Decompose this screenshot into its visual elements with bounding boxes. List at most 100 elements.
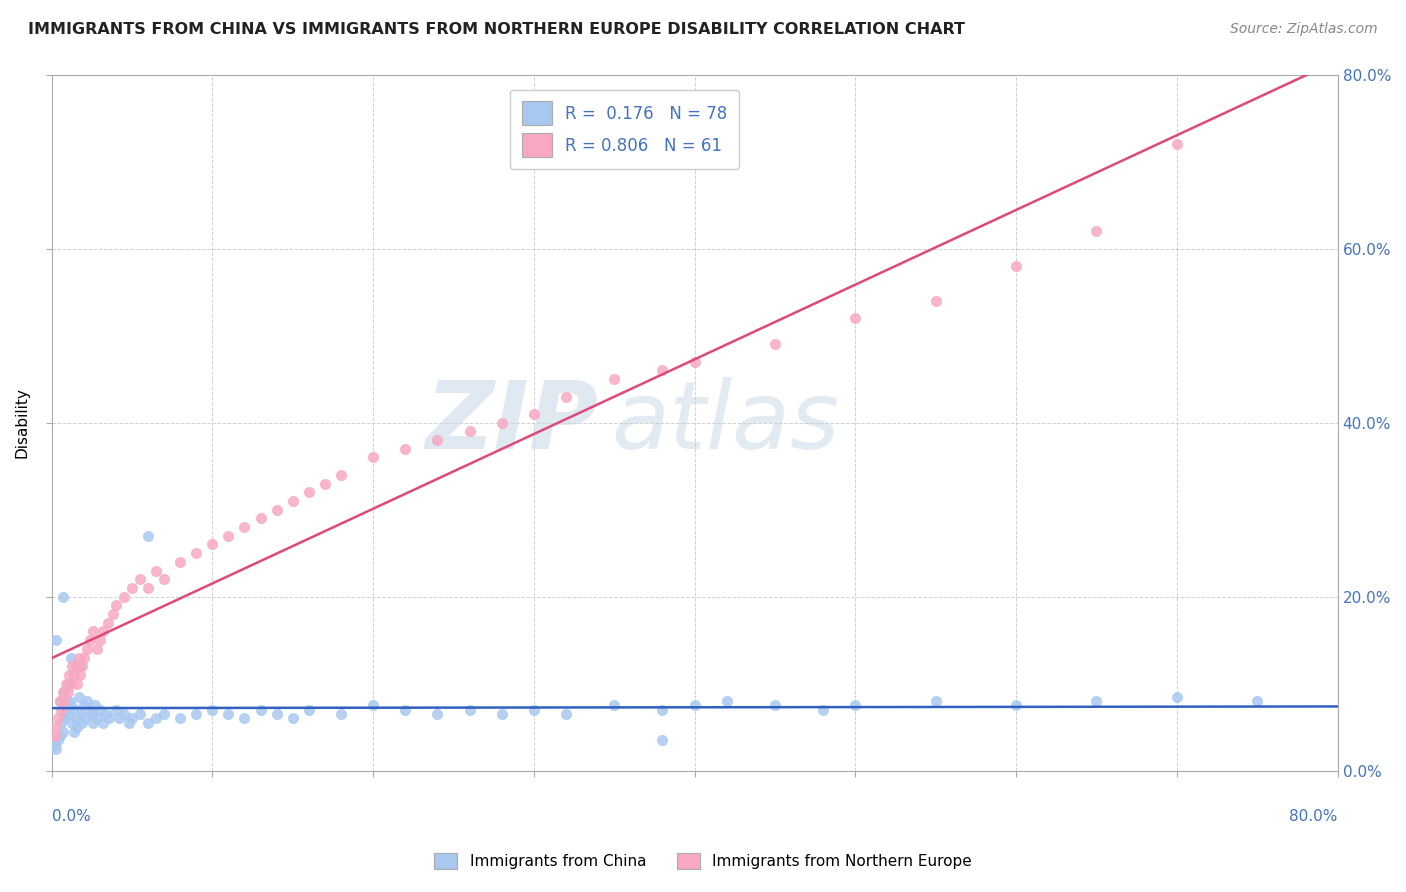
Point [491,707,513,722]
Point [145,711,167,725]
Point [44,738,66,752]
Point [329,707,352,722]
Point [76,641,98,656]
Point [1166,690,1188,704]
Point [63,668,86,682]
Point [1085,694,1108,708]
Point [136,529,159,543]
Point [63,724,86,739]
Legend: R =  0.176   N = 78, R = 0.806   N = 61: R = 0.176 N = 78, R = 0.806 N = 61 [510,90,740,169]
Point [651,363,673,377]
Point [45,742,67,756]
Point [65,659,87,673]
Point [394,442,416,456]
Point [91,624,114,639]
Point [361,450,384,465]
Point [52,724,75,739]
Point [104,703,127,717]
Point [62,715,84,730]
Point [56,685,79,699]
Text: 80.0%: 80.0% [1289,809,1337,824]
Point [394,703,416,717]
Point [48,694,70,708]
Point [59,676,82,690]
Point [1005,259,1028,273]
Point [201,537,224,551]
Point [82,624,104,639]
Point [48,729,70,743]
Point [763,698,786,713]
Point [44,729,66,743]
Point [112,707,135,722]
Point [249,511,271,525]
Point [65,703,87,717]
Point [70,715,93,730]
Point [62,659,84,673]
Point [59,650,82,665]
Point [46,711,69,725]
Point [329,467,352,482]
Point [59,698,82,713]
Point [186,546,208,560]
Point [298,485,321,500]
Point [683,354,706,368]
Point [844,311,866,326]
Point [426,433,449,447]
Point [844,698,866,713]
Point [69,707,91,722]
Point [58,668,80,682]
Point [56,676,79,690]
Point [86,641,108,656]
Point [201,703,224,717]
Point [523,407,546,421]
Point [53,711,76,725]
Point [52,590,75,604]
Point [314,476,336,491]
Point [69,659,91,673]
Point [266,502,288,516]
Point [603,372,626,386]
Point [67,690,90,704]
Point [458,425,481,439]
Point [925,694,948,708]
Point [73,650,96,665]
Point [763,337,786,351]
Point [217,529,239,543]
Point [101,607,124,621]
Point [53,685,76,699]
Point [45,720,67,734]
Point [118,715,141,730]
Point [73,698,96,713]
Point [51,715,73,730]
Point [77,703,100,717]
Point [361,698,384,713]
Text: 0.0%: 0.0% [52,809,90,824]
Point [108,711,131,725]
Text: atlas: atlas [612,377,839,468]
Text: ZIP: ZIP [425,376,598,468]
Point [233,520,256,534]
Point [1246,694,1268,708]
Point [491,416,513,430]
Point [55,703,77,717]
Point [298,703,321,717]
Point [153,707,176,722]
Point [266,707,288,722]
Point [82,715,104,730]
Point [523,703,546,717]
Point [555,390,578,404]
Point [53,694,76,708]
Point [56,707,79,722]
Point [96,707,118,722]
Point [66,720,89,734]
Point [603,698,626,713]
Point [86,711,108,725]
Point [76,694,98,708]
Point [233,711,256,725]
Point [70,659,93,673]
Point [97,615,120,630]
Point [80,707,103,722]
Point [169,555,191,569]
Point [811,703,834,717]
Point [458,703,481,717]
